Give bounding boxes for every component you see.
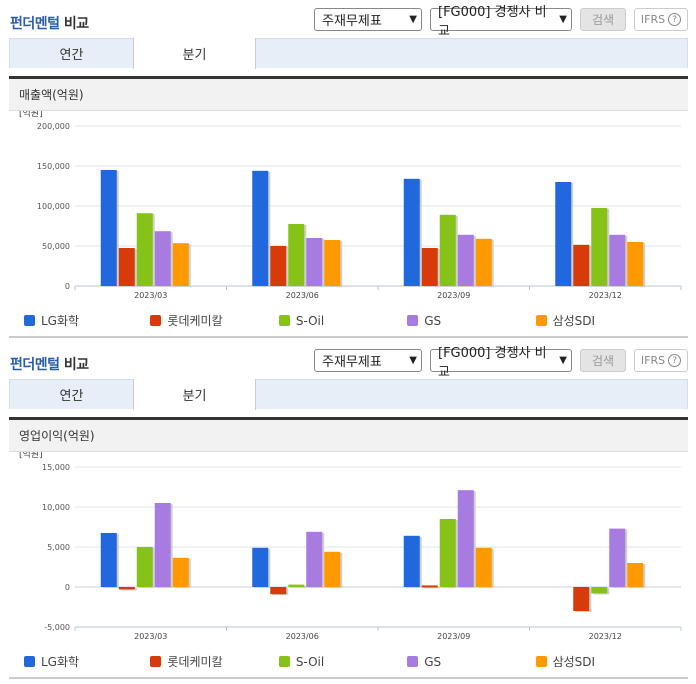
help-icon: ? bbox=[668, 354, 682, 367]
statement-type-select[interactable]: 주재무제표 ▼ bbox=[314, 349, 422, 372]
svg-text:15,000: 15,000 bbox=[42, 463, 70, 472]
tab-quarterly[interactable]: 분기 bbox=[133, 379, 256, 410]
chart-canvas: [억원] 0 50,000 100,000 150,000 200,000 2023/03 2… bbox=[19, 111, 682, 300]
search-button[interactable]: 검색 bbox=[580, 349, 626, 372]
legend-item[interactable]: S-Oil bbox=[278, 653, 407, 670]
legend-swatch-icon bbox=[535, 315, 547, 326]
divider bbox=[9, 76, 688, 79]
svg-text:2023/06: 2023/06 bbox=[286, 291, 319, 300]
legend-label: GS bbox=[424, 313, 442, 328]
controls: 주재무제표 ▼ [FG000] 경쟁사 비교 ▼ 검색 IFRS? bbox=[314, 5, 688, 39]
svg-text:5,000: 5,000 bbox=[47, 543, 70, 552]
legend-label: 롯데케미칼 bbox=[167, 655, 223, 669]
legend-item[interactable]: GS bbox=[407, 653, 535, 670]
section-title: 펀더멘털 비교 bbox=[10, 357, 89, 373]
svg-text:2023/03: 2023/03 bbox=[134, 291, 167, 300]
legend-item[interactable]: 롯데케미칼 bbox=[150, 653, 278, 670]
legend-swatch-icon bbox=[24, 315, 35, 326]
legend-swatch-icon bbox=[150, 315, 162, 326]
chart-canvas: [억원] -5,000 0 5,000 10,000 15,000 2023/03 2023/… bbox=[19, 452, 682, 641]
revenue-bar-chart: [억원] 0 50,000 100,000 150,000 200,000 2023/03 2… bbox=[9, 111, 688, 331]
svg-text:200,000: 200,000 bbox=[37, 122, 70, 131]
chevron-down-icon: ▼ bbox=[559, 14, 567, 25]
chevron-down-icon: ▼ bbox=[559, 355, 567, 366]
legend-item[interactable]: LG화학 bbox=[24, 312, 150, 329]
legend-item[interactable]: 삼성SDI bbox=[535, 312, 664, 329]
tab-annual[interactable]: 연간 bbox=[59, 389, 84, 404]
svg-text:2023/12: 2023/12 bbox=[589, 291, 622, 300]
chart-subtitle: 영업이익(억원) bbox=[9, 420, 688, 452]
svg-text:-5,000: -5,000 bbox=[44, 623, 70, 632]
legend-label: 롯데케미칼 bbox=[167, 314, 223, 328]
legend-label: S-Oil bbox=[295, 313, 325, 328]
svg-text:2023/06: 2023/06 bbox=[286, 632, 319, 641]
svg-text:10,000: 10,000 bbox=[42, 503, 70, 512]
help-icon: ? bbox=[668, 13, 682, 26]
chevron-down-icon: ▼ bbox=[409, 14, 417, 25]
legend-item[interactable]: GS bbox=[407, 312, 535, 329]
fundamental-section-revenue: 펀더멘털 비교 주재무제표 ▼ [FG000] 경쟁사 비교 ▼ 검색 IFRS? … bbox=[0, 0, 696, 331]
legend-swatch-icon bbox=[407, 315, 419, 326]
operating-income-bar-chart: [억원] -5,000 0 5,000 10,000 15,000 2023/03 2023/… bbox=[9, 452, 688, 672]
svg-text:2023/03: 2023/03 bbox=[134, 632, 167, 641]
chart-subtitle: 매출액(억원) bbox=[9, 79, 688, 111]
svg-text:150,000: 150,000 bbox=[37, 162, 70, 171]
comparison-select[interactable]: [FG000] 경쟁사 비교 ▼ bbox=[430, 346, 572, 380]
search-button[interactable]: 검색 bbox=[580, 8, 626, 31]
section-header: 펀더멘털 비교 주재무제표 ▼ [FG000] 경쟁사 비교 ▼ 검색 IFRS? bbox=[0, 341, 696, 380]
svg-text:2023/12: 2023/12 bbox=[589, 632, 622, 641]
legend-label: LG화학 bbox=[41, 314, 80, 328]
section-divider bbox=[9, 677, 688, 679]
legend-item[interactable]: LG화학 bbox=[24, 653, 150, 670]
ifrs-help-button[interactable]: IFRS? bbox=[634, 8, 688, 31]
section-divider bbox=[9, 336, 688, 338]
fundamental-section-operating-income: 펀더멘털 비교 주재무제표 ▼ [FG000] 경쟁사 비교 ▼ 검색 IFRS? … bbox=[0, 341, 696, 672]
legend-swatch-icon bbox=[407, 656, 419, 667]
section-title: 펀더멘털 비교 bbox=[10, 16, 89, 32]
svg-text:[억원]: [억원] bbox=[19, 452, 43, 460]
legend-label: S-Oil bbox=[295, 654, 325, 669]
chevron-down-icon: ▼ bbox=[409, 355, 417, 366]
legend-label: GS bbox=[424, 654, 442, 669]
divider bbox=[9, 417, 688, 420]
tab-quarterly[interactable]: 분기 bbox=[133, 38, 256, 69]
legend-item[interactable]: S-Oil bbox=[278, 312, 407, 329]
period-tabs: 연간 분기 bbox=[9, 38, 688, 69]
svg-text:50,000: 50,000 bbox=[42, 242, 70, 251]
section-header: 펀더멘털 비교 주재무제표 ▼ [FG000] 경쟁사 비교 ▼ 검색 IFRS? bbox=[0, 0, 696, 39]
tab-annual[interactable]: 연간 bbox=[59, 48, 84, 63]
legend-swatch-icon bbox=[535, 656, 547, 667]
legend-item[interactable]: 삼성SDI bbox=[535, 653, 664, 670]
chart-legend: LG화학 롯데케미칼 S-Oil GS 삼성SDI bbox=[24, 312, 664, 329]
statement-type-select[interactable]: 주재무제표 ▼ bbox=[314, 8, 422, 31]
svg-text:0: 0 bbox=[65, 282, 70, 291]
svg-text:[억원]: [억원] bbox=[19, 111, 43, 119]
ifrs-help-button[interactable]: IFRS? bbox=[634, 349, 688, 372]
legend-swatch-icon bbox=[150, 656, 162, 667]
legend-item[interactable]: 롯데케미칼 bbox=[150, 312, 278, 329]
comparison-select[interactable]: [FG000] 경쟁사 비교 ▼ bbox=[430, 5, 572, 39]
svg-text:2023/09: 2023/09 bbox=[437, 291, 470, 300]
legend-label: 삼성SDI bbox=[552, 314, 596, 328]
legend-label: LG화학 bbox=[41, 655, 80, 669]
chart-legend: LG화학 롯데케미칼 S-Oil GS 삼성SDI bbox=[24, 653, 664, 670]
legend-swatch-icon bbox=[24, 656, 35, 667]
legend-swatch-icon bbox=[278, 315, 290, 326]
controls: 주재무제표 ▼ [FG000] 경쟁사 비교 ▼ 검색 IFRS? bbox=[314, 346, 688, 380]
legend-swatch-icon bbox=[278, 656, 290, 667]
svg-text:2023/09: 2023/09 bbox=[437, 632, 470, 641]
period-tabs: 연간 분기 bbox=[9, 379, 688, 410]
svg-text:0: 0 bbox=[65, 583, 70, 592]
legend-label: 삼성SDI bbox=[552, 655, 596, 669]
svg-text:100,000: 100,000 bbox=[37, 202, 70, 211]
